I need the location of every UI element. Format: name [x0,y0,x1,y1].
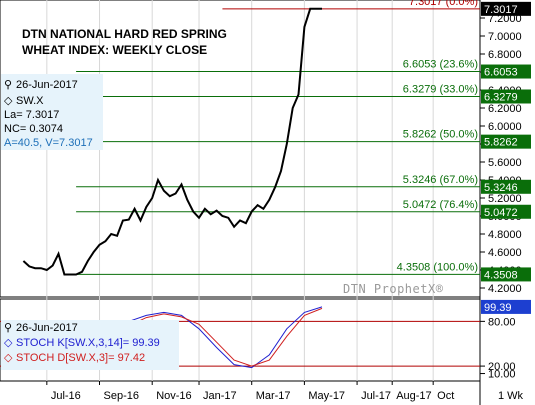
retracement-badge-text-4: 5.3246 [484,182,518,194]
retracement-badge-text-3: 5.8262 [484,137,518,149]
price-tick-label-2: 6.8000 [488,49,522,61]
stoch-badge-text: 99.39 [484,302,512,314]
watermark: DTN ProphetX® [343,282,444,296]
x-tick-label-7: Aug-17 [396,390,431,402]
stoch-badge [481,299,531,314]
chart-title-line1: DTN NATIONAL HARD RED SPRING [22,27,227,41]
price-series-line [22,7,322,276]
retracement-label-4: 5.3246 (67.0%) [403,174,478,186]
stoch-d-diamond-icon: ◇ [4,352,13,364]
chart-title-line2: WHEAT INDEX: WEEKLY CLOSE [22,43,207,57]
diamond-icon: ◇ [4,95,13,107]
retracement-label-3: 5.8262 (50.0%) [403,129,478,141]
x-tick-label-2: Nov-16 [156,390,191,402]
retracement-badge-text-2: 6.3279 [484,91,518,103]
price-tick-label-13: 4.6000 [488,247,522,259]
retracement-badge-5 [481,204,531,219]
stoch-info-date: 26-Jun-2017 [16,322,78,334]
stoch-tick-label-2: 10.00 [488,369,516,381]
time-axis: Jul-16 Sep-16 Nov-16 Jan-17 Mar-17 May-17 Jul-… [51,390,454,402]
stoch-d-label: STOCH D[SW.X,3]= 97.42 [16,352,145,364]
stoch-k-diamond-icon: ◇ [4,337,13,349]
retracement-badge-text-6: 4.3508 [484,269,518,281]
retracement-label-0: 7.3017 (0.0%) [409,0,478,8]
price-tick-label-5: 6.2000 [488,103,522,115]
info-date: 26-Jun-2017 [16,79,78,91]
info-box [1,74,103,150]
retracement-lines [76,8,480,275]
retracement-badge-0 [481,1,531,16]
retracement-badge-2 [481,89,531,104]
x-tick-label-8: Oct [437,390,454,402]
price-tick-label-1: 7.0000 [488,31,522,43]
retracement-labels: 7.3017 (0.0%) 7.3017 6.6053 (23.6%) 6.6053 6… [397,0,531,282]
retracement-badge-text-0: 7.3017 [484,4,518,16]
stoch-tick-label-0: 80.00 [488,316,516,328]
retracement-badge-text-1: 6.6053 [484,67,518,79]
stoch-tick-label-1: 20.00 [488,361,516,373]
retracement-label-2: 6.3279 (33.0%) [403,83,478,95]
info-net-change: NC= 0.3074 [4,123,63,135]
price-tick-label-15: 4.2000 [488,283,522,295]
retracement-badge-text-5: 5.0472 [484,207,518,219]
retracement-badge-4 [481,179,531,194]
retracement-label-5: 5.0472 (76.4%) [403,199,478,211]
retracement-badge-3 [481,134,531,149]
retracement-label-1: 6.6053 (23.6%) [403,59,478,71]
x-tick-label-0: Jul-16 [51,390,81,402]
x-tick-label-1: Sep-16 [104,390,139,402]
info-symbol: SW.X [16,95,44,107]
info-date-icon: ⚲ [4,79,12,91]
x-tick-label-3: Jan-17 [203,390,237,402]
info-last: La= 7.3017 [4,109,59,121]
price-tick-label-6: 6.0000 [488,121,522,133]
retracement-badge-6 [481,267,531,282]
x-tick-label-4: Mar-17 [256,390,291,402]
x-tick-label-5: May-17 [308,390,345,402]
stoch-info-box [1,320,179,370]
stoch-date-icon: ⚲ [4,322,12,334]
timeframe-label[interactable]: 1 Wk [498,390,524,402]
x-tick-label-6: Jul-17 [361,390,391,402]
price-tick-label-12: 4.8000 [488,229,522,241]
price-tick-label-0: 7.2000 [488,13,522,25]
stoch-k-label: STOCH K[SW.X,3,14]= 99.39 [16,337,160,349]
price-axis: 7.20007.00006.80006.60006.40006.20006.00… [480,13,522,295]
retracement-label-6: 4.3508 (100.0%) [397,261,478,273]
price-tick-label-10: 5.2000 [488,193,522,205]
retracement-badge-1 [481,64,531,79]
price-tick-label-8: 5.6000 [488,157,522,169]
info-cursor: A=40.5, V=7.3017 [4,137,93,149]
month-gridlines [46,0,434,385]
